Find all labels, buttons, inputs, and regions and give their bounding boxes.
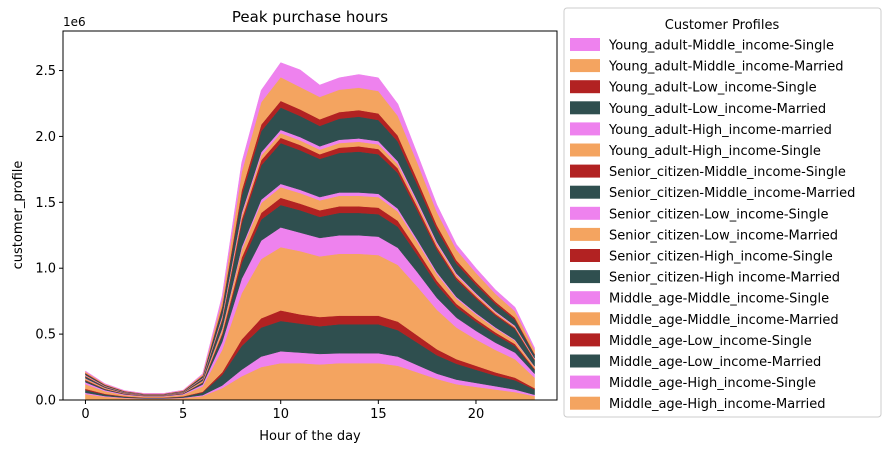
legend-label: Young_adult-Low_income-Married: [608, 102, 826, 117]
chart-title: Peak purchase hours: [232, 8, 388, 26]
legend-swatch: [570, 80, 600, 94]
legend-label: Young_adult-Low_income-Single: [608, 81, 817, 96]
y-axis-label: customer_profile: [11, 161, 26, 270]
legend-label: Senior_citizen-Middle_income-Single: [609, 165, 846, 180]
legend-label: Young_adult-High_income-Single: [608, 144, 821, 159]
legend-swatch: [570, 164, 600, 178]
y-offset-label: 1e6: [63, 15, 86, 29]
legend-swatch: [570, 206, 600, 220]
legend-swatch: [570, 291, 600, 305]
legend-label: Senior_citizen-Low_income-Single: [609, 207, 829, 222]
legend-label: Middle_age-Low_income-Married: [609, 355, 821, 370]
legend-label: Middle_age-Middle_income-Single: [609, 292, 829, 307]
x-tick-label: 15: [370, 407, 387, 422]
legend-swatch: [570, 396, 600, 410]
legend-swatch: [570, 59, 600, 73]
x-tick-label: 0: [81, 407, 89, 422]
y-tick-label: 1.0: [35, 262, 56, 277]
legend-swatch: [570, 333, 600, 347]
legend-swatch: [570, 270, 600, 284]
x-tick-label: 10: [272, 407, 289, 422]
legend-swatch: [570, 185, 600, 199]
legend-items: Young_adult-Middle_income-Single Young_ad…: [570, 38, 855, 412]
legend-swatch: [570, 354, 600, 368]
legend: Customer Profiles Young_adult-Middle_inc…: [563, 7, 882, 418]
legend-label: Young_adult-Middle_income-Married: [608, 60, 844, 75]
y-tick-label: 1.5: [35, 196, 56, 211]
legend-label: Middle_age-Low_income-Single: [609, 334, 812, 349]
areas-layer: [85, 62, 535, 401]
legend-swatch: [570, 312, 600, 326]
legend-label: Middle_age-High_income-Single: [609, 376, 816, 391]
legend-swatch: [570, 143, 600, 157]
y-tick-label: 2.5: [35, 64, 56, 79]
legend-swatch: [570, 375, 600, 389]
legend-label: Middle_age-Middle_income-Married: [609, 313, 839, 328]
legend-label: Middle_age-High_income-Married: [609, 397, 826, 412]
legend-title: Customer Profiles: [665, 18, 780, 33]
legend-label: Senior_citizen-High income-Married: [609, 271, 840, 286]
legend-swatch: [570, 101, 600, 115]
legend-swatch: [570, 122, 600, 136]
x-axis-label: Hour of the day: [259, 429, 361, 444]
x-tick-label: 20: [468, 407, 485, 422]
legend-label: Senior_citizen-Low_income-Married: [609, 228, 838, 243]
legend-frame: [563, 7, 882, 418]
y-tick-label: 2.0: [35, 130, 56, 145]
plot-frame: [62, 30, 558, 401]
y-tick-label: 0.5: [35, 328, 56, 343]
area-series-18: [85, 62, 535, 394]
legend-label: Senior_citizen-High_income-Single: [609, 250, 833, 265]
y-tick-label: 0.0: [35, 394, 56, 409]
ticks-layer: 0 5 10 15 20 0.0 0.5 1.0 1.5 2.0 2.5: [35, 64, 484, 422]
legend-label: Senior_citizen-Middle_income-Married: [609, 186, 855, 201]
legend-swatch: [570, 38, 600, 51]
x-tick-label: 5: [179, 407, 187, 422]
legend-label: Young_adult-Middle_income-Single: [608, 39, 834, 54]
legend-label: Young_adult-High_income-married: [608, 123, 832, 138]
legend-swatch: [570, 249, 600, 262]
legend-swatch: [570, 227, 600, 241]
